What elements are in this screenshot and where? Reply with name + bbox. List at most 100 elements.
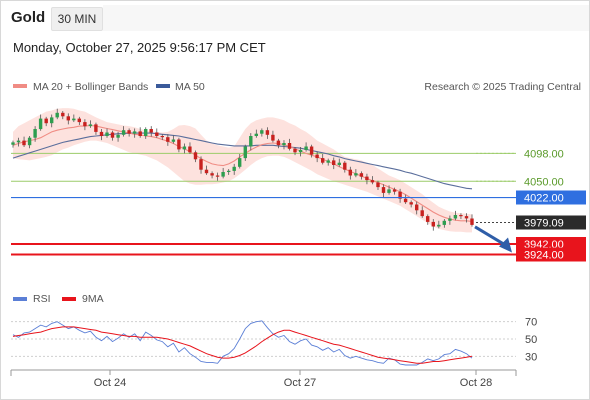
- x-axis-labels: Oct 24 Oct 27 Oct 28: [94, 370, 492, 389]
- candle-body: [16, 140, 21, 143]
- ma50-legend-label: MA 50: [175, 81, 205, 93]
- candle-body: [265, 130, 270, 135]
- pivot-label: 4022.00: [524, 193, 564, 205]
- rsi-tick-label: 30: [525, 351, 537, 363]
- candle-body: [227, 170, 231, 172]
- price-plot: [11, 108, 516, 233]
- x-axis-tick-label: Oct 28: [460, 377, 492, 389]
- candle-body: [415, 204, 419, 211]
- chart-header: Gold 30 MIN: [0, 0, 590, 36]
- candle-body: [409, 202, 413, 205]
- candle-body: [420, 210, 424, 217]
- candle-body: [88, 124, 93, 127]
- candle-body: [304, 146, 308, 150]
- candle-body: [287, 143, 292, 149]
- candle-body: [127, 130, 131, 134]
- forecast-arrow-shaft: [474, 225, 507, 247]
- candle-body: [381, 187, 386, 193]
- candle-body: [332, 160, 336, 165]
- candle-body: [121, 130, 126, 135]
- candle-body: [298, 149, 303, 153]
- candle-body: [326, 160, 330, 163]
- candle-body: [403, 198, 408, 203]
- candle-body: [238, 158, 242, 167]
- candle-body: [99, 131, 104, 136]
- rsi-legend-swatch: [13, 297, 27, 301]
- rsi-line: [12, 320, 473, 366]
- candle-body: [387, 189, 391, 193]
- candle-body: [11, 142, 15, 145]
- candle-body: [309, 146, 314, 155]
- instrument-title: Gold: [11, 9, 46, 26]
- candle-body: [50, 117, 54, 124]
- rsi-ma-legend-swatch: [62, 297, 76, 301]
- candle-body: [376, 182, 380, 188]
- candle-body: [44, 118, 48, 124]
- candle-body: [83, 122, 87, 127]
- ma50-legend-swatch: [156, 84, 170, 88]
- candle-body: [271, 134, 275, 141]
- support-label: 3924.00: [524, 250, 564, 262]
- price-levels: 4098.004050.004022.003979.093942.003924.…: [11, 146, 586, 262]
- candle-body: [321, 158, 325, 163]
- candle-body: [94, 124, 98, 132]
- candle-body: [293, 148, 297, 153]
- copyright-notice: Research © 2025 Trading Central: [424, 81, 581, 93]
- timeframe-badge[interactable]: 30 MIN: [51, 7, 103, 31]
- candle-body: [27, 137, 32, 146]
- candle-body: [448, 218, 452, 221]
- candle-body: [370, 180, 375, 183]
- candle-body: [398, 191, 402, 199]
- candle-body: [171, 139, 176, 142]
- candle-body: [110, 132, 115, 138]
- x-axis-tick-label: Oct 24: [94, 377, 126, 389]
- timestamp: Monday, October 27, 2025 9:56:17 PM CET: [13, 40, 266, 55]
- ma20-legend-label: MA 20 + Bollinger Bands: [33, 81, 148, 93]
- rsi-legend-label: RSI: [33, 293, 51, 305]
- ma20-legend-swatch: [13, 84, 27, 88]
- x-axis-tick-label: Oct 27: [284, 377, 316, 389]
- resistance-label-box: [516, 146, 586, 161]
- candle-body: [343, 162, 347, 170]
- candle-body: [166, 137, 170, 142]
- candle-body: [38, 118, 43, 130]
- candle-body: [282, 143, 286, 146]
- candle-body: [392, 189, 397, 192]
- pivot-label-box: [516, 190, 586, 205]
- candle-body: [77, 118, 81, 123]
- rsi-ma-legend-label: 9MA: [82, 293, 104, 305]
- candle-body: [72, 118, 76, 121]
- candle-body: [464, 216, 469, 219]
- last-price-label: 3979.09: [524, 218, 564, 230]
- candle-body: [182, 146, 187, 150]
- candle-body: [260, 130, 264, 134]
- candle-body: [437, 224, 441, 227]
- candle-body: [204, 169, 209, 174]
- candle-body: [55, 112, 59, 118]
- candle-body: [365, 176, 369, 181]
- candle-body: [116, 134, 120, 138]
- candle-body: [442, 220, 446, 225]
- rsi-tick-label: 70: [525, 317, 537, 329]
- candle-body: [459, 215, 463, 217]
- candle-body: [249, 136, 253, 147]
- candle-body: [354, 173, 358, 176]
- candle-body: [431, 221, 435, 227]
- bollinger-band-area: [13, 108, 472, 233]
- candle-body: [221, 172, 225, 177]
- candle-body: [61, 112, 65, 117]
- rsi-plot: 70 50 30: [11, 317, 537, 366]
- candle-body: [66, 116, 70, 121]
- candle-body: [144, 129, 148, 136]
- candle-body: [199, 159, 203, 170]
- support-label-box: [516, 247, 586, 262]
- resistance-label: 4098.00: [524, 148, 564, 160]
- candle-body: [337, 162, 341, 165]
- candle-body: [215, 175, 220, 177]
- candle-body: [33, 129, 37, 138]
- candle-body: [160, 136, 164, 138]
- candle-body: [132, 131, 137, 134]
- candle-body: [188, 146, 192, 153]
- rsi-ma-line: [12, 326, 473, 364]
- candle-body: [315, 154, 319, 159]
